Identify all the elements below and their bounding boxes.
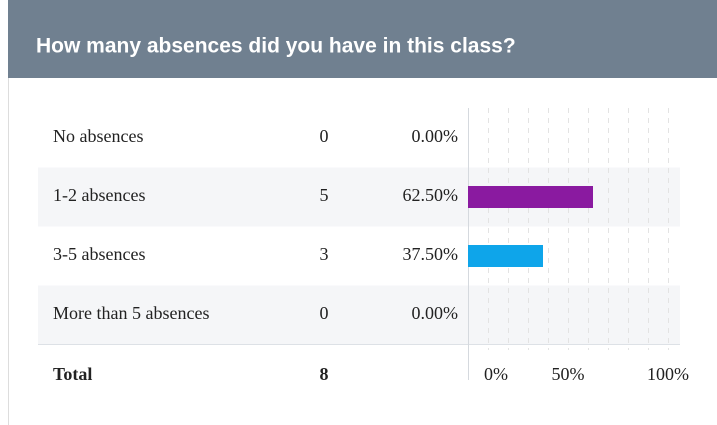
count-label: 0 <box>320 126 329 146</box>
count-label: 0 <box>320 303 329 323</box>
category-label: 1-2 absences <box>53 185 145 205</box>
percent-label: 0.00% <box>412 126 459 146</box>
percent-label: 0.00% <box>412 303 459 323</box>
header <box>8 0 717 78</box>
total-count: 8 <box>320 364 329 384</box>
row-shade <box>38 285 680 345</box>
count-label: 3 <box>320 244 329 264</box>
category-label: More than 5 absences <box>53 303 209 323</box>
x-tick-label: 100% <box>647 364 689 384</box>
x-tick-label: 0% <box>484 364 508 384</box>
total-label: Total <box>53 364 92 384</box>
category-label: 3-5 absences <box>53 244 145 264</box>
bar <box>468 186 593 208</box>
count-label: 5 <box>320 185 329 205</box>
percent-label: 62.50% <box>403 185 459 205</box>
x-tick-label: 50% <box>552 364 585 384</box>
chart-title: How many absences did you have in this c… <box>36 35 516 58</box>
bar <box>468 245 543 267</box>
category-label: No absences <box>53 126 143 146</box>
percent-label: 37.50% <box>403 244 459 264</box>
